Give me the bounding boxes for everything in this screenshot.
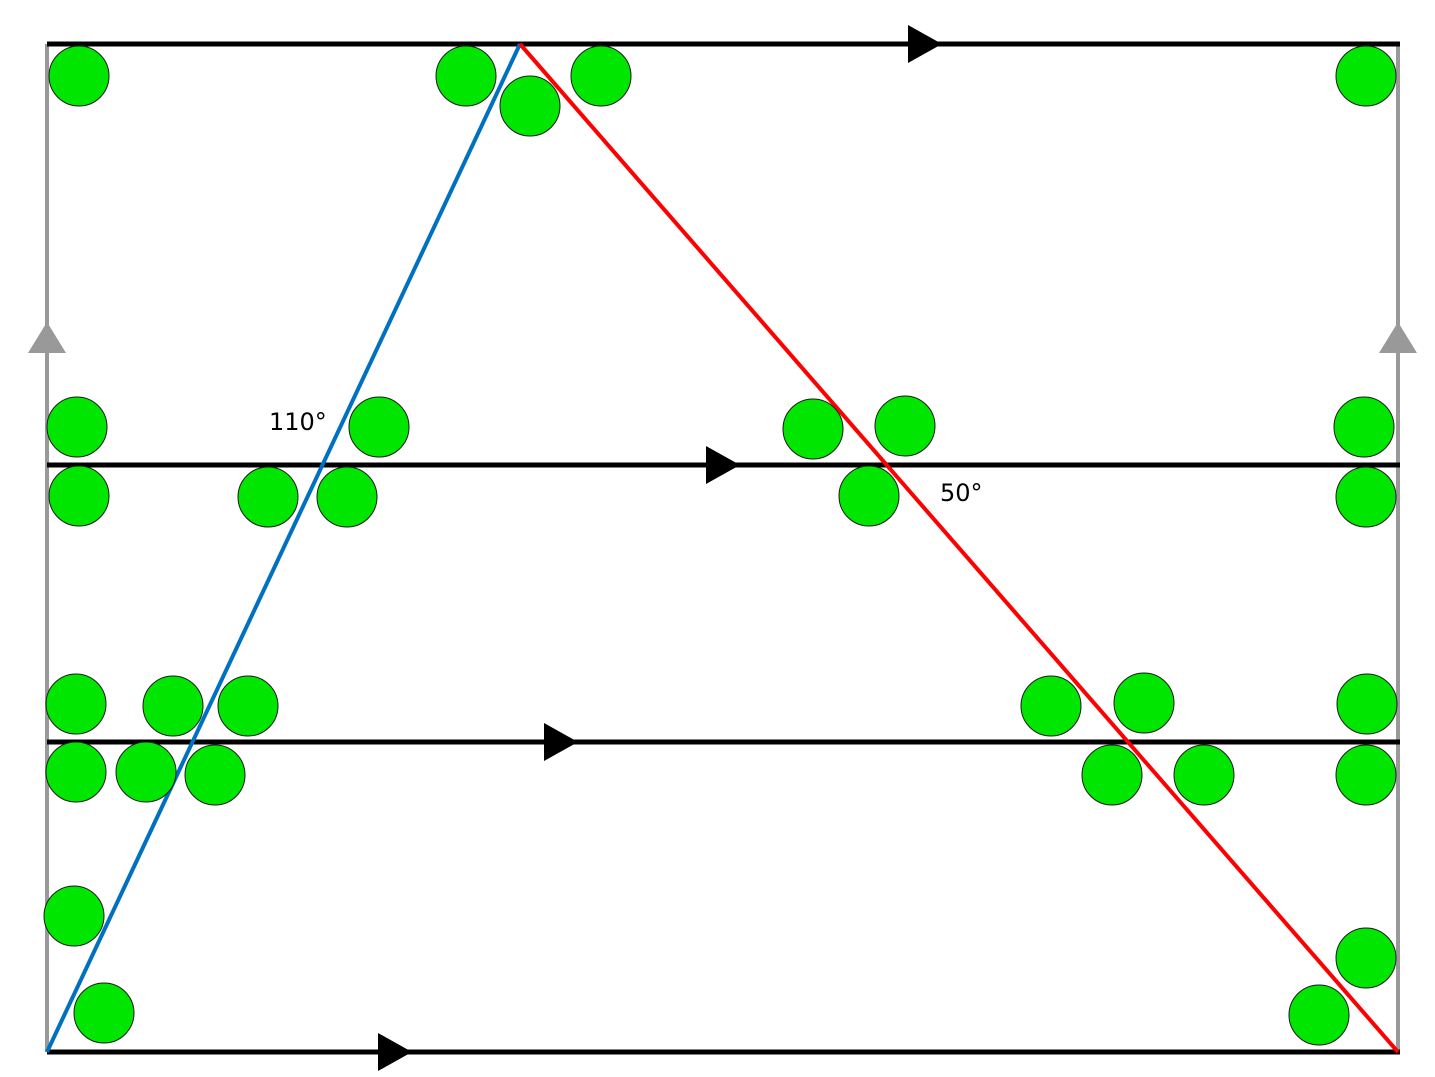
red-transversal <box>518 42 1400 1054</box>
up-arrow-icon <box>28 322 66 353</box>
green-circle-marker <box>838 465 900 527</box>
green-circle-marker <box>1335 927 1397 989</box>
green-circle-marker <box>1173 744 1235 806</box>
right-arrow-icon <box>378 1033 412 1071</box>
green-circle-marker <box>1335 45 1397 107</box>
right-arrow-icon <box>544 723 578 761</box>
green-circle-marker <box>43 885 105 947</box>
green-circle-marker <box>782 398 844 460</box>
green-circle-marker <box>184 744 246 806</box>
angle-label-110: 110° <box>269 408 327 436</box>
blue-transversal <box>45 43 522 1053</box>
right-arrow-icon <box>908 25 942 63</box>
green-circle-marker <box>48 465 110 527</box>
right-arrow-icon <box>706 446 740 484</box>
green-circle-marker <box>46 396 108 458</box>
green-circle-marker <box>1335 744 1397 806</box>
green-circle-marker <box>435 45 497 107</box>
green-circle-marker <box>1333 396 1395 458</box>
up-arrow-icon <box>1379 322 1417 353</box>
green-circle-marker <box>45 673 107 735</box>
green-circle-marker <box>45 741 107 803</box>
angle-label-50: 50° <box>940 479 983 507</box>
green-circle-marker <box>499 75 561 137</box>
green-circle-marker <box>142 675 204 737</box>
green-circle-marker <box>48 45 110 107</box>
green-circle-marker <box>348 396 410 458</box>
green-circle-marker <box>874 395 936 457</box>
green-circle-marker <box>115 741 177 803</box>
green-circle-marker <box>237 466 299 528</box>
green-circle-marker <box>570 45 632 107</box>
green-circle-marker <box>217 675 279 737</box>
green-circle-marker <box>1113 672 1175 734</box>
green-circle-marker <box>1288 984 1350 1046</box>
green-circle-marker <box>316 466 378 528</box>
green-circle-marker <box>1335 466 1397 528</box>
green-circle-marker <box>1336 673 1398 735</box>
green-circle-marker <box>73 982 135 1044</box>
green-circle-marker <box>1081 744 1143 806</box>
green-circle-marker <box>1020 675 1082 737</box>
